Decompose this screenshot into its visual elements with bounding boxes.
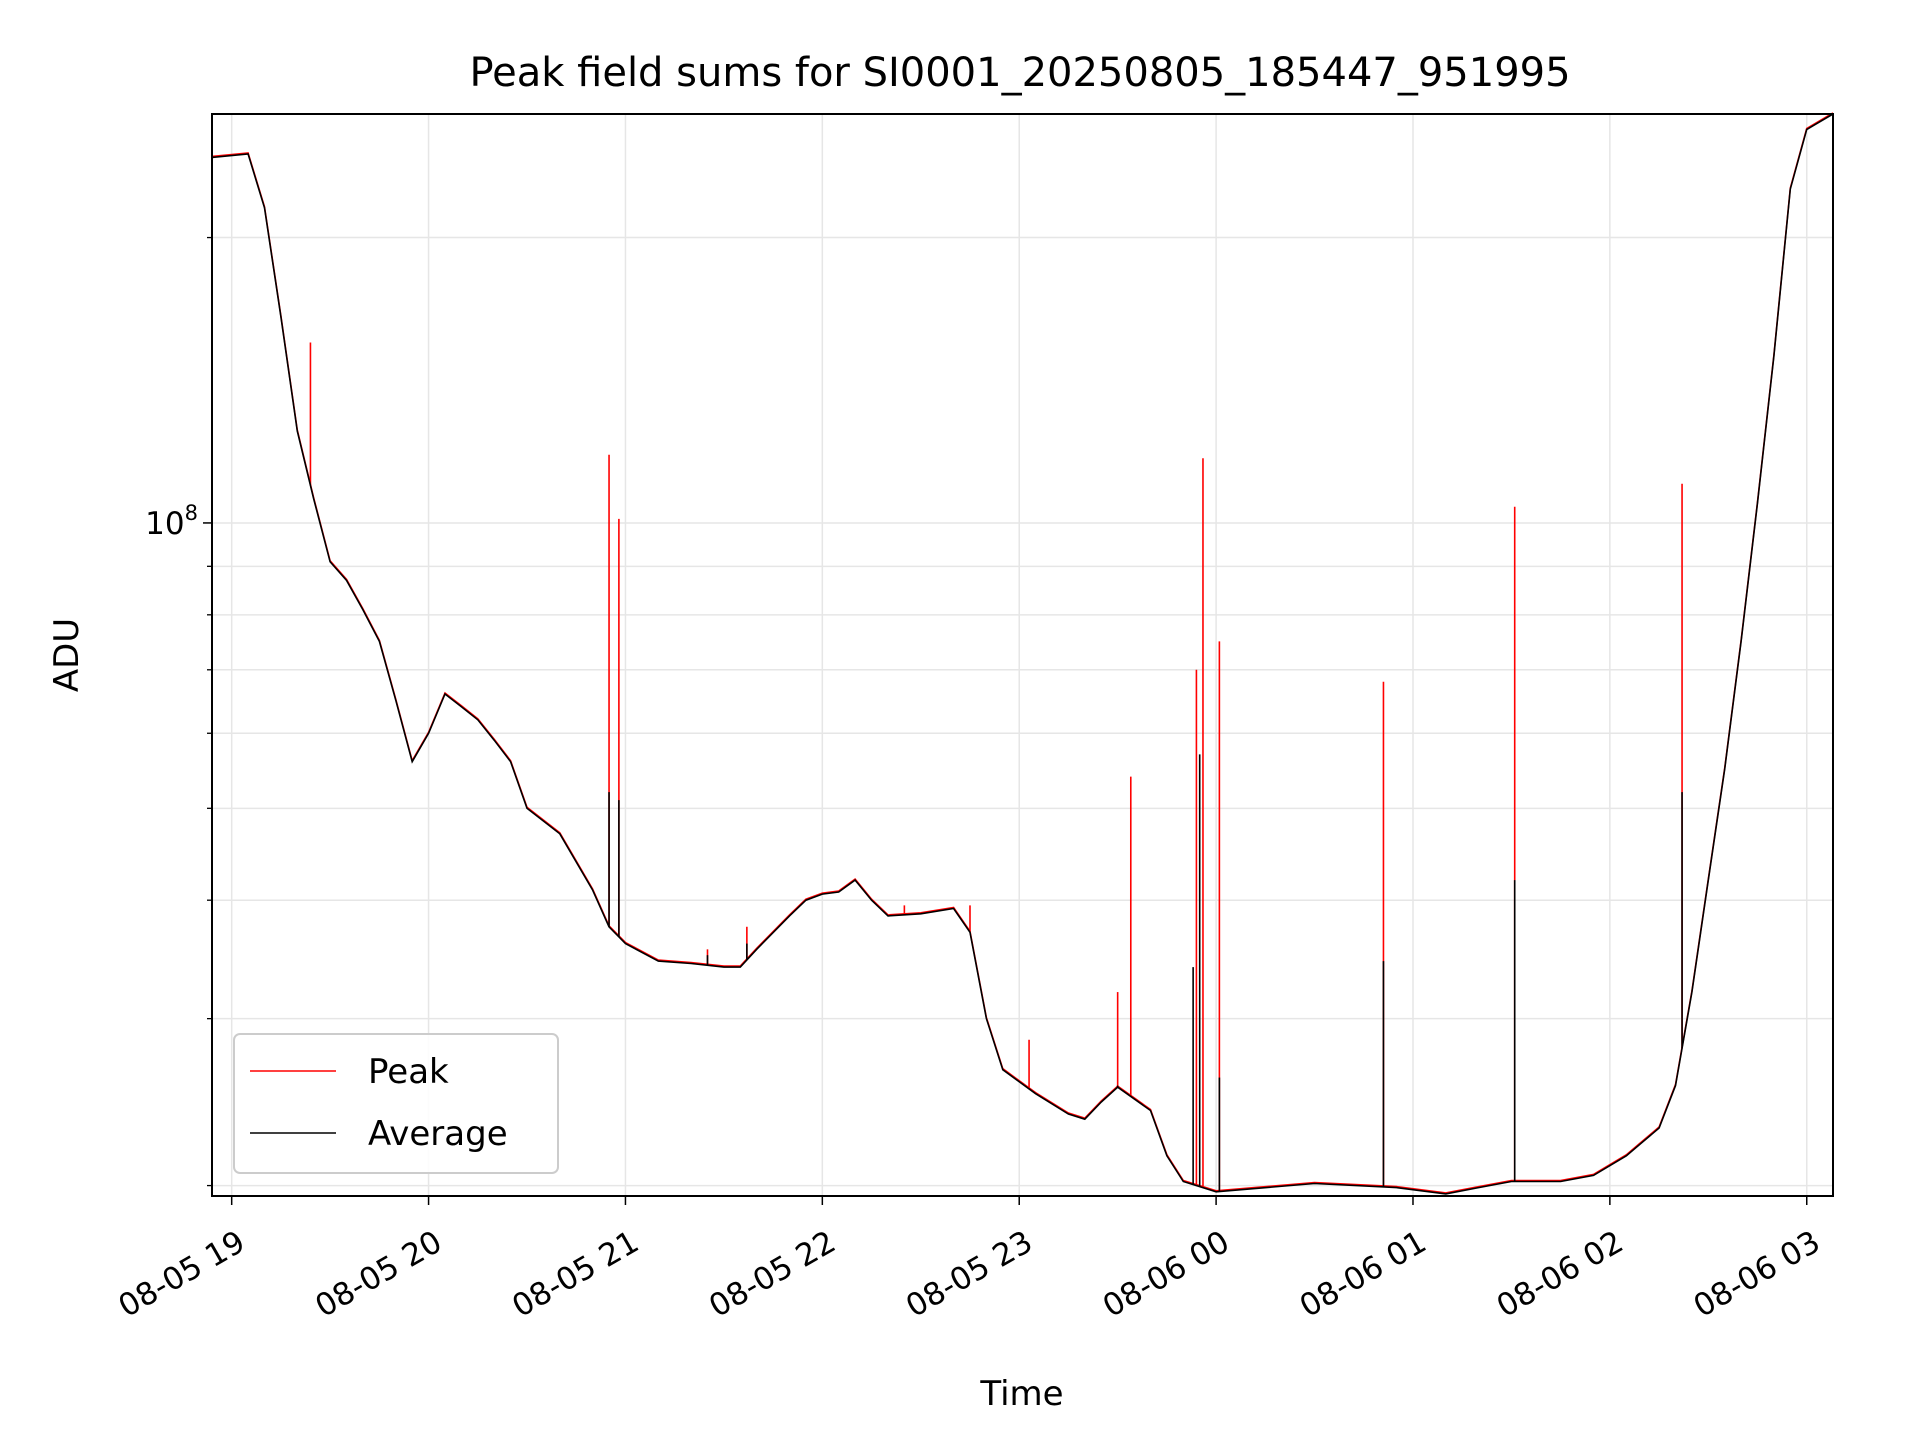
legend-label-peak: Peak	[368, 1052, 449, 1092]
x-tick-label: 08-05 22	[703, 1224, 842, 1325]
series-average-line	[211, 113, 1834, 1195]
legend-box	[233, 1033, 559, 1174]
x-axis: 08-05 19 08-05 20 08-05 21 08-05 22 08-05 23…	[113, 1196, 1827, 1325]
legend: Peak Average	[233, 1033, 559, 1174]
legend-label-average: Average	[368, 1114, 508, 1154]
x-tick-label: 08-06 01	[1294, 1224, 1433, 1325]
x-tick-label: 08-05 21	[506, 1224, 645, 1325]
x-axis-label: Time	[979, 1374, 1063, 1414]
y-axis-label: ADU	[47, 618, 87, 692]
x-tick-label: 08-05 20	[309, 1224, 448, 1325]
x-tick-label: 08-05 23	[900, 1224, 1039, 1325]
y-axis: 108	[145, 236, 212, 1187]
series-peak-line	[211, 112, 1834, 1194]
x-tick-label: 08-06 02	[1491, 1224, 1630, 1325]
x-tick-label: 08-06 00	[1097, 1224, 1236, 1325]
grid	[212, 114, 1833, 1196]
y-tick-label: 108	[145, 501, 198, 542]
plot-frame	[211, 113, 1834, 1197]
x-tick-label: 08-05 19	[113, 1224, 252, 1325]
chart-title: Peak field sums for SI0001_20250805_1854…	[469, 50, 1570, 96]
x-tick-label: 08-06 03	[1688, 1224, 1827, 1325]
series-layer	[211, 112, 1834, 1195]
